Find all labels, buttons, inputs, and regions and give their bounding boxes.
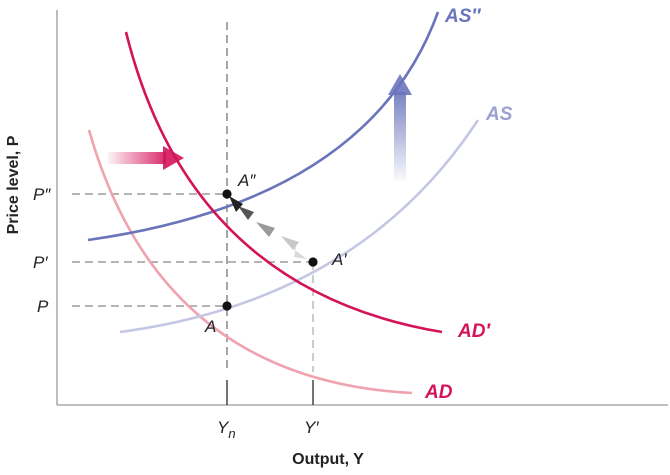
y-tick-p2: P″: [33, 185, 51, 204]
adjustment-arrow-2: [256, 222, 275, 237]
point-a-label: A: [204, 317, 216, 336]
ad-shift-arrow: [108, 146, 184, 170]
x-tick-yn: Yn: [217, 418, 236, 441]
point-a-dot: [222, 301, 232, 311]
x-tick-yn-subscript: n: [228, 426, 235, 441]
ad1-curve-label: AD′: [457, 321, 491, 342]
as2-curve-label: AS″: [444, 6, 481, 27]
y-tick-p1: P′: [33, 253, 48, 272]
point-a2-label: A″: [237, 171, 256, 190]
as-shift-arrow: [388, 74, 412, 180]
as2-curve: [87, 11, 440, 242]
y-tick-p0: P: [37, 297, 49, 316]
ad-curve-label: AD: [424, 382, 453, 403]
adjustment-arrow-4: [229, 196, 243, 212]
ad-curve: [87, 129, 413, 395]
x-tick-y1: Y′: [304, 418, 319, 437]
adjustment-arrows: [229, 196, 307, 259]
as-curve-label: AS: [485, 104, 513, 125]
x-axis-title: Output, Y: [292, 451, 364, 468]
as-curve: [119, 119, 480, 334]
point-a1-dot: [308, 257, 318, 267]
point-a2-dot: [222, 189, 232, 199]
point-a1-label: A′: [331, 250, 347, 269]
ad1-curve: [124, 31, 443, 334]
adjustment-arrow-3: [238, 206, 254, 220]
adjustment-arrow-1: [281, 236, 299, 250]
y-axis-title: Price level, P: [5, 135, 22, 234]
